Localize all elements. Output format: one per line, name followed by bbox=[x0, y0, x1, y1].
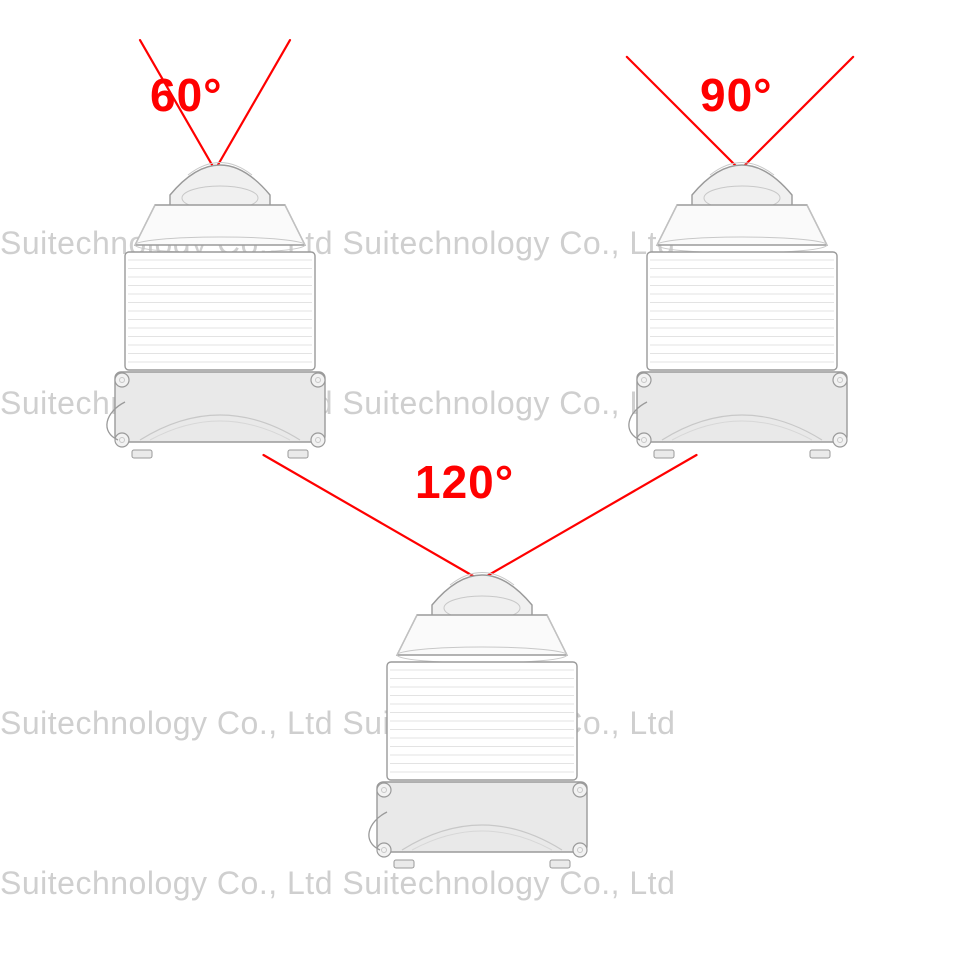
device-90 bbox=[592, 140, 892, 460]
angle-label-90: 90° bbox=[700, 68, 773, 122]
device-60 bbox=[70, 140, 370, 460]
diagram-canvas: { "type": "infographic", "background_col… bbox=[0, 0, 960, 960]
angle-label-120: 120° bbox=[415, 455, 514, 509]
angle-label-60: 60° bbox=[150, 68, 223, 122]
device-120 bbox=[332, 550, 632, 870]
watermark-row: Suitechnology Co., Ltd Suitechnology Co.… bbox=[0, 865, 960, 902]
